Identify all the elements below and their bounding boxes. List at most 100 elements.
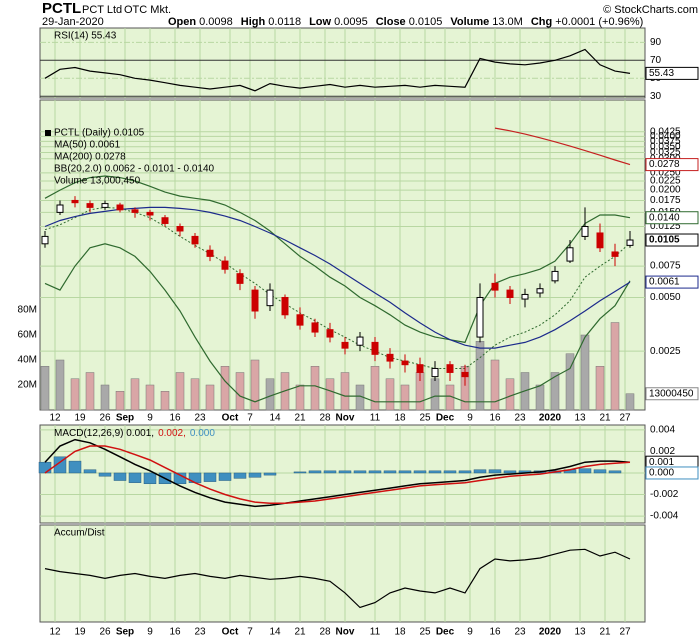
volume-bar xyxy=(235,372,245,411)
x-tick-label: 12 xyxy=(49,413,61,424)
histogram-bar xyxy=(68,460,82,474)
histogram-bar xyxy=(83,469,97,474)
volume-bar xyxy=(295,384,305,411)
histogram-bar xyxy=(608,470,622,474)
candle-body xyxy=(461,371,469,378)
y-tick-label: 0.0025 xyxy=(650,346,681,357)
last-value-label: 0.001 xyxy=(649,457,674,468)
y-tick-label: 0.004 xyxy=(650,424,675,435)
x-tick-label: 26 xyxy=(99,627,111,638)
x-tick-label: 11 xyxy=(370,627,381,638)
x-tick-label: 27 xyxy=(619,413,631,424)
volume-bar xyxy=(385,378,395,411)
volume-bar xyxy=(40,366,50,411)
quote-label: Chg xyxy=(531,16,552,28)
histogram-bar xyxy=(143,472,157,485)
y-tick-label: 0.0425 xyxy=(650,126,681,137)
indicator-line xyxy=(44,548,631,609)
volume-bar xyxy=(625,393,635,411)
legend-label: RSI(14) 55.43 xyxy=(54,31,117,42)
x-tick-label: 16 xyxy=(169,413,181,424)
y-tick-label: 90 xyxy=(650,37,662,48)
histogram-bar xyxy=(578,468,592,474)
last-value-label: 0.0105 xyxy=(649,235,680,246)
histogram-bar xyxy=(248,472,262,478)
volume-bar xyxy=(325,378,335,411)
legend-label: MACD(12,26,9) 0.001, xyxy=(54,428,154,439)
last-value-label: 0.0278 xyxy=(649,159,680,170)
histogram-bar xyxy=(443,470,457,474)
quote-value: 0.0118 xyxy=(268,16,301,28)
volume-bar xyxy=(565,353,575,411)
volume-bar xyxy=(475,341,485,411)
x-tick-label: Sep xyxy=(116,627,134,638)
volume-bar xyxy=(205,384,215,411)
x-tick-label: 23 xyxy=(194,627,206,638)
last-value-label: 0.0061 xyxy=(649,277,680,288)
candle-body xyxy=(146,211,154,216)
histogram-bar xyxy=(128,472,142,483)
last-value-label: 0.000 xyxy=(649,468,674,479)
y-tick-label: 0.0325 xyxy=(650,147,681,158)
candle-body xyxy=(356,336,364,346)
y-tick-label: 0.0375 xyxy=(650,136,681,147)
volume-bar xyxy=(220,366,230,411)
x-tick-label: 13 xyxy=(574,413,586,424)
x-tick-label: 13 xyxy=(574,627,586,638)
moving-average xyxy=(494,127,631,166)
y-tick-label: 0.0175 xyxy=(650,195,681,206)
last-value-box xyxy=(645,387,699,401)
y-tick-label: 0.0075 xyxy=(650,261,681,272)
volume-bar xyxy=(400,384,410,411)
candle-body xyxy=(476,296,484,338)
x-tick-label: 26 xyxy=(99,413,111,424)
band-middle xyxy=(44,206,631,369)
macd-line xyxy=(44,438,631,508)
volume-bar xyxy=(430,378,440,411)
candle-body xyxy=(131,209,139,213)
x-tick-label: 28 xyxy=(319,627,331,638)
y-tick-label: 30 xyxy=(650,91,662,102)
candle-body xyxy=(251,289,259,312)
candle-body xyxy=(296,314,304,326)
volume-bar xyxy=(265,378,275,411)
candle-body xyxy=(326,329,334,338)
quote-label: Open xyxy=(168,16,196,28)
candle-body xyxy=(401,360,409,366)
candle-body xyxy=(551,270,559,282)
candle-body xyxy=(101,203,109,208)
x-tick-label: 21 xyxy=(294,413,306,424)
x-tick-label: 14 xyxy=(269,627,281,638)
histogram-bar xyxy=(98,472,112,477)
panel-background xyxy=(39,524,646,623)
histogram-bar xyxy=(293,471,307,474)
candle-body xyxy=(416,364,424,373)
x-tick-label: 2020 xyxy=(539,413,562,424)
band-lower xyxy=(44,243,631,403)
x-tick-label: 25 xyxy=(419,627,431,638)
legend-label: BB(20,2.0) 0.0062 - 0.0101 - 0.0140 xyxy=(54,164,215,175)
histogram-bar xyxy=(593,469,607,474)
legend-label: 0.000 xyxy=(190,428,215,439)
candle-body xyxy=(236,273,244,284)
volume-bar xyxy=(490,359,500,411)
quote-value: 0.0095 xyxy=(334,16,368,28)
volume-bar xyxy=(145,384,155,411)
x-tick-label: 21 xyxy=(294,627,306,638)
histogram-bar xyxy=(413,470,427,474)
volume-bar xyxy=(250,359,260,411)
y-tick-label: 0.0400 xyxy=(650,131,681,142)
volume-tick-label: 20M xyxy=(18,380,37,391)
volume-bar xyxy=(85,372,95,411)
candle-body xyxy=(506,289,514,298)
candle-body xyxy=(116,204,124,211)
x-tick-label: 18 xyxy=(394,413,406,424)
y-tick-label: 0.002 xyxy=(650,446,675,457)
quote-line: Open 0.0098 High 0.0118 Low 0.0095 Close 0.0105… xyxy=(168,16,643,28)
x-tick-label: Dec xyxy=(436,413,455,424)
histogram-bar xyxy=(308,470,322,474)
x-tick-label: 23 xyxy=(514,627,526,638)
histogram-bar xyxy=(218,472,232,481)
candle-body xyxy=(191,235,199,245)
